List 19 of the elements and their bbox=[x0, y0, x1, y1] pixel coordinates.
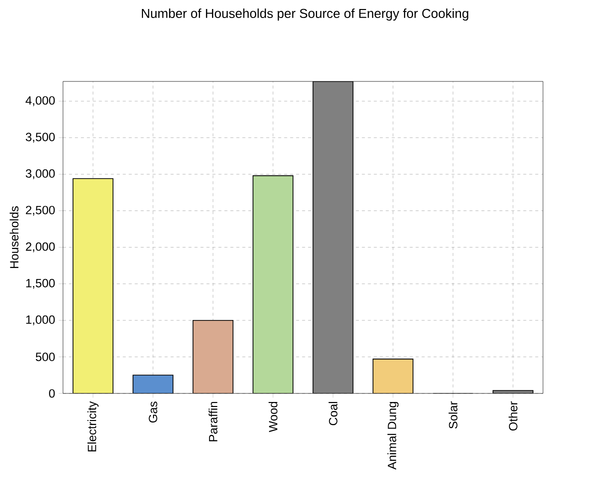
x-tick-label: Gas bbox=[148, 402, 158, 423]
y-tick-label: 3,500 bbox=[26, 132, 55, 143]
x-tick-label: Paraffin bbox=[208, 402, 218, 442]
y-tick-label: 2,000 bbox=[26, 242, 55, 252]
x-tick-label: Electricity bbox=[87, 401, 99, 452]
chart-title: Number of Households per Source of Energy for Cooking bbox=[142, 8, 468, 21]
y-tick-label: 3,000 bbox=[26, 169, 55, 180]
y-tick-label: 2,500 bbox=[26, 206, 55, 216]
x-tick-label: Solar bbox=[448, 401, 458, 429]
x-tick-label: Coal bbox=[328, 402, 338, 426]
y-tick-label: 500 bbox=[36, 352, 55, 362]
x-tick-label: Wood bbox=[268, 402, 278, 432]
y-tick-label: 0 bbox=[49, 389, 55, 398]
y-tick-label: 1,500 bbox=[26, 278, 55, 289]
y-tick-label: 4,000 bbox=[26, 96, 55, 106]
x-tick-label: Animal Dung bbox=[387, 402, 399, 470]
y-axis-title: Households bbox=[10, 206, 18, 268]
y-tick-label: 1,000 bbox=[26, 315, 55, 326]
x-tick-label: Other bbox=[508, 401, 518, 431]
